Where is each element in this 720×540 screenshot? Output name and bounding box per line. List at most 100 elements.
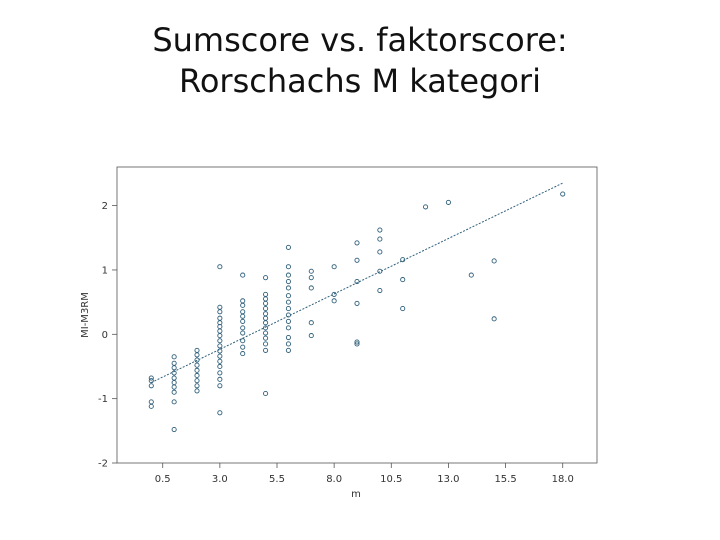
y-tick-label: -1: [98, 394, 108, 405]
data-point: [217, 315, 223, 321]
data-point: [171, 399, 177, 405]
data-point: [240, 330, 246, 336]
regression-line-layer: [151, 182, 563, 384]
data-point: [400, 306, 406, 312]
data-point: [171, 365, 177, 371]
data-point: [217, 309, 223, 315]
data-point: [194, 372, 200, 379]
data-point: [240, 344, 246, 350]
data-point: [354, 240, 360, 246]
data-point: [491, 258, 497, 264]
y-tick-label: 2: [102, 201, 108, 212]
data-point: [263, 325, 269, 331]
data-point: [263, 311, 269, 317]
data-point: [285, 312, 291, 318]
slide-title-line-1: Sumscore vs. faktorscore:: [152, 21, 568, 59]
data-point: [217, 348, 223, 354]
data-point: [240, 309, 246, 315]
data-point: [194, 383, 200, 389]
data-point: [217, 363, 223, 370]
data-point: [354, 278, 360, 285]
x-tick-label: 18.0: [552, 474, 574, 485]
data-point: [491, 316, 497, 322]
slide-title-line-2: Rorschachs M kategori: [179, 62, 541, 100]
data-point: [468, 272, 474, 278]
data-point: [285, 341, 291, 347]
data-point: [308, 333, 314, 339]
data-point: [148, 378, 154, 384]
x-tick-label: 0.5: [155, 474, 171, 485]
data-point: [423, 204, 429, 210]
data-point: [377, 287, 383, 294]
y-tick-label: -2: [98, 459, 108, 470]
data-point: [148, 399, 154, 405]
data-point: [217, 328, 223, 334]
y-tick-label: 0: [102, 330, 108, 341]
data-point: [171, 354, 177, 360]
data-point: [285, 325, 291, 331]
data-point: [445, 199, 451, 205]
data-point: [400, 257, 406, 263]
data-point: [240, 351, 246, 357]
data-point: [171, 389, 177, 395]
data-point: [331, 298, 337, 304]
data-point: [171, 360, 177, 366]
data-point: [148, 375, 154, 381]
data-point: [217, 383, 223, 389]
x-axis-label: m: [351, 489, 361, 500]
data-point: [217, 410, 223, 416]
data-point: [148, 383, 154, 389]
slide-title: Sumscore vs. faktorscore: Rorschachs M k…: [0, 20, 720, 102]
data-point: [217, 264, 223, 270]
data-point: [217, 338, 223, 344]
y-tick-label: 1: [102, 265, 108, 276]
x-tick-label: 15.5: [494, 474, 516, 485]
data-point: [194, 388, 200, 394]
data-point: [217, 304, 223, 310]
data-point: [263, 330, 269, 336]
x-tick-label: 3.0: [212, 474, 228, 485]
data-point: [148, 403, 154, 409]
data-point: [560, 191, 566, 197]
data-point: [240, 338, 246, 344]
data-point: [217, 358, 223, 364]
data-point: [263, 291, 269, 297]
data-point: [285, 278, 291, 285]
x-tick-label: 8.0: [326, 474, 342, 485]
data-point: [263, 320, 269, 326]
data-point: [240, 298, 246, 304]
data-point: [285, 347, 291, 353]
data-point: [217, 333, 223, 339]
data-point: [217, 343, 223, 349]
data-point: [285, 285, 291, 291]
data-point: [285, 244, 291, 250]
data-point: [171, 426, 177, 433]
data-point: [354, 300, 360, 306]
data-point: [377, 236, 383, 242]
data-point: [354, 341, 360, 347]
data-point: [331, 264, 337, 270]
data-point: [171, 384, 177, 390]
data-point: [217, 353, 223, 359]
data-point: [194, 352, 200, 358]
data-point: [240, 325, 246, 331]
data-point: [171, 380, 177, 386]
data-point: [285, 293, 291, 299]
data-point: [263, 335, 269, 341]
data-point: [400, 277, 406, 283]
data-point: [285, 334, 291, 341]
x-tick-label: 13.0: [437, 474, 459, 485]
data-point: [263, 347, 269, 353]
data-point: [263, 300, 269, 306]
data-point: [285, 264, 291, 270]
data-point: [263, 341, 269, 347]
regression-line: [151, 182, 563, 384]
data-point: [240, 302, 246, 308]
data-point: [263, 275, 269, 281]
y-axis-label: MI-M3RM: [80, 292, 91, 338]
data-point: [240, 272, 246, 278]
data-point: [171, 370, 177, 376]
x-tick-label: 5.5: [269, 474, 285, 485]
data-point: [217, 370, 223, 376]
